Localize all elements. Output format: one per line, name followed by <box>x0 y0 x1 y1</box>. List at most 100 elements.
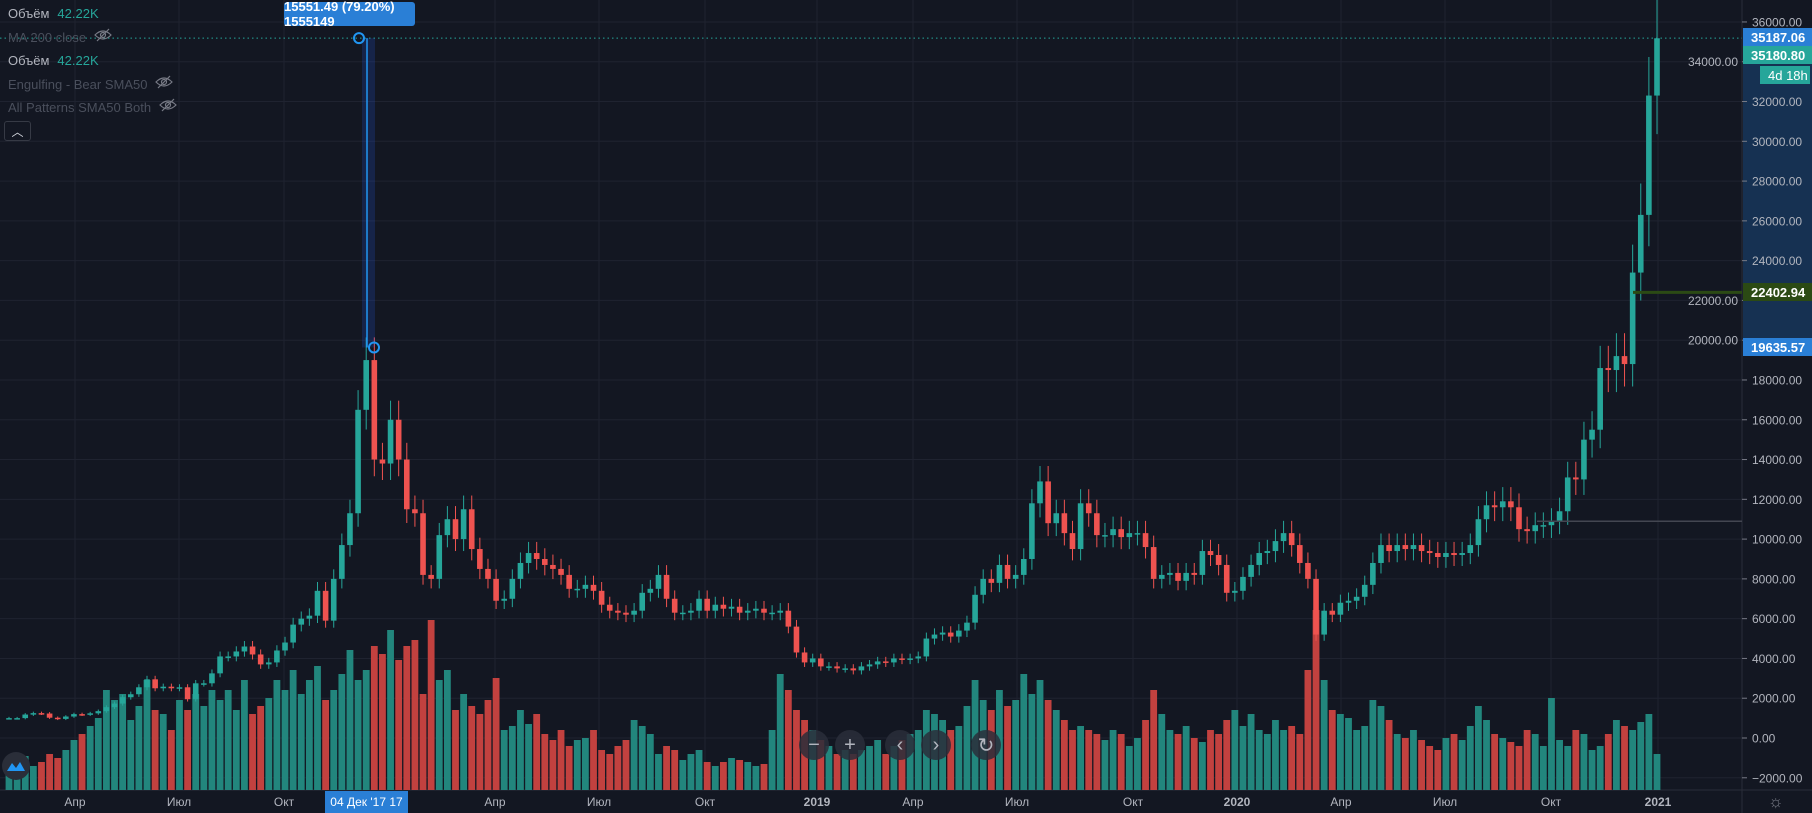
volume-bar <box>947 730 955 790</box>
legend-value: 42.22K <box>57 53 99 68</box>
volume-bar <box>1085 730 1093 790</box>
volume-bar <box>1418 740 1425 790</box>
volume-bar <box>86 726 94 790</box>
volume-bar <box>265 698 273 790</box>
candle-body <box>1110 529 1116 536</box>
candle-body <box>834 666 840 669</box>
volume-bar <box>1580 734 1588 790</box>
candle-body <box>428 574 434 579</box>
candle-body <box>1402 545 1409 550</box>
crosshair-price-tag: 35187.06 <box>1743 28 1812 46</box>
candle-body <box>931 634 938 639</box>
volume-bar <box>768 730 776 790</box>
volume-bar <box>1239 726 1247 790</box>
candle-body <box>95 711 102 714</box>
volume-bar <box>1653 754 1661 790</box>
y-tick-label: 16000.00 <box>1752 413 1802 427</box>
legend-row[interactable]: All Patterns SMA50 Both <box>8 96 177 120</box>
candle-body <box>1467 545 1474 554</box>
volume-bar <box>38 762 45 790</box>
legend-row[interactable]: Engulfing - Bear SMA50 <box>8 73 177 97</box>
volume-bar <box>1336 714 1344 790</box>
zoom-out-button[interactable]: − <box>799 730 829 760</box>
candle-body <box>160 686 167 689</box>
candle-body <box>696 598 702 611</box>
candle-body <box>103 707 110 712</box>
volume-bar <box>330 690 338 790</box>
volume-bar <box>216 700 224 790</box>
y-tick-label: 22000.00 <box>1688 294 1738 308</box>
volume-bar <box>1499 738 1507 790</box>
candle-body <box>371 360 378 460</box>
volume-bar <box>1125 746 1133 790</box>
candle-body <box>54 717 61 720</box>
volume-bar <box>1328 710 1336 790</box>
candle-body <box>46 713 53 718</box>
candle-body <box>728 606 735 609</box>
candle-body <box>1134 533 1141 535</box>
volume-bar <box>963 706 971 790</box>
candle-body <box>1223 564 1230 593</box>
volume-bar <box>776 674 784 790</box>
volume-bar <box>1028 694 1036 790</box>
volume-bar <box>281 690 289 790</box>
candle-body <box>623 612 629 615</box>
zoom-in-button[interactable]: + <box>835 730 865 760</box>
candle-body <box>274 650 280 663</box>
candle-body <box>176 687 183 689</box>
candle-body <box>1142 533 1149 548</box>
volume-bar <box>1466 726 1474 790</box>
volume-bar <box>297 694 305 790</box>
candle-body <box>1175 572 1181 581</box>
scroll-right-button[interactable]: › <box>921 730 951 760</box>
volume-bar <box>703 762 711 790</box>
reset-chart-button[interactable]: ↻ <box>971 730 1001 760</box>
volume-bar <box>1182 726 1190 790</box>
volume-bar <box>1142 720 1149 790</box>
collapse-legend-button[interactable]: ︿ <box>4 121 31 141</box>
candle-body <box>744 610 751 613</box>
candle-body <box>923 638 930 657</box>
candle-body <box>517 562 524 579</box>
candle-body <box>818 658 824 667</box>
volume-bar <box>1450 734 1458 790</box>
candle-body <box>996 564 1003 583</box>
y-tick-label: 26000.00 <box>1752 214 1802 228</box>
candle-body <box>956 630 962 637</box>
eye-hidden-icon[interactable] <box>159 96 177 120</box>
legend-row[interactable]: Объём 42.22K <box>8 49 177 73</box>
legend-row[interactable]: MA 200 close <box>8 26 177 50</box>
eye-hidden-icon[interactable] <box>155 73 174 97</box>
candle-body <box>639 592 646 611</box>
y-tick-label: 8000.00 <box>1752 572 1796 586</box>
legend-row[interactable]: Объём 42.22K <box>8 2 177 26</box>
candle-body <box>265 662 272 665</box>
candle-body <box>63 716 69 719</box>
tradingview-logo[interactable] <box>2 752 30 780</box>
volume-bar <box>1491 734 1499 790</box>
candle-body <box>1378 545 1384 563</box>
candle-body <box>1508 501 1514 508</box>
eye-hidden-icon[interactable] <box>94 26 112 50</box>
volume-bar <box>849 754 857 790</box>
volume-bar <box>679 760 687 790</box>
candle-body <box>736 606 743 613</box>
volume-bar <box>752 766 760 790</box>
settings-gear-icon[interactable]: ☼ <box>1768 792 1784 811</box>
volume-bar <box>1117 734 1125 790</box>
volume-bar <box>1410 730 1417 790</box>
volume-bar <box>793 710 800 790</box>
volume-bar <box>809 730 817 790</box>
candle-body <box>87 713 93 715</box>
volume-bar <box>646 734 654 790</box>
volume-bar <box>1645 714 1653 790</box>
measure-range <box>362 38 375 348</box>
scroll-left-button[interactable]: ‹ <box>885 730 915 760</box>
candle-body <box>1435 553 1441 558</box>
volume-bar <box>622 740 630 790</box>
candle-body <box>1426 551 1433 554</box>
volume-bar <box>663 746 670 790</box>
candle-body <box>395 419 402 460</box>
